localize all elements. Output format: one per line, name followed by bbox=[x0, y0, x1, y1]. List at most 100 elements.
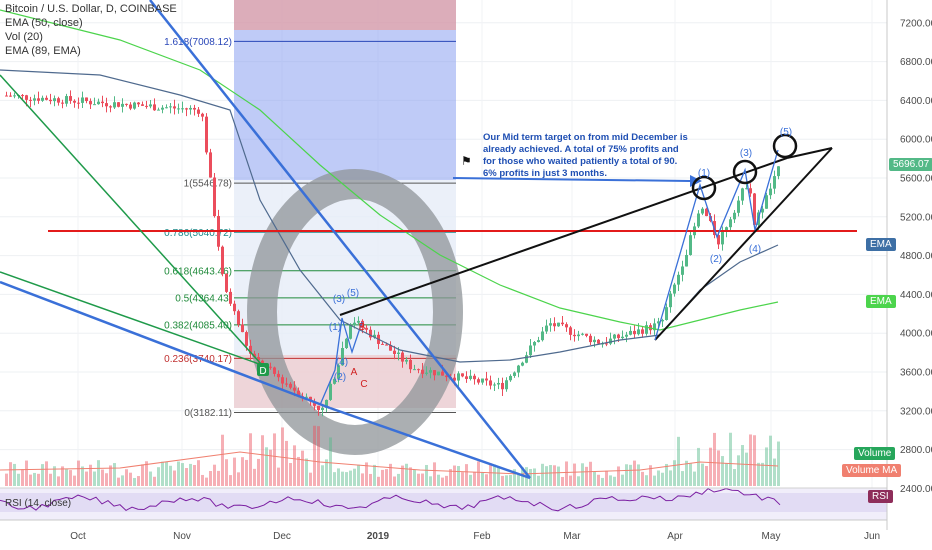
volume-bar bbox=[469, 474, 472, 486]
candle bbox=[209, 152, 212, 178]
volume-bar bbox=[589, 461, 592, 486]
volume-bar bbox=[653, 475, 656, 486]
candle bbox=[273, 367, 276, 374]
volume-bar bbox=[101, 469, 104, 486]
volume-bar bbox=[181, 463, 184, 486]
candle bbox=[401, 352, 404, 362]
y-tick-label: 5600.00 bbox=[900, 174, 932, 185]
volume-bar bbox=[313, 425, 316, 486]
wave-label: (2) bbox=[710, 254, 722, 265]
fib-label: 0.5(4364.43) bbox=[175, 293, 232, 304]
volume-bar bbox=[377, 476, 380, 486]
volume-bar bbox=[429, 476, 432, 486]
candle bbox=[473, 375, 476, 380]
candle bbox=[325, 399, 328, 408]
candle bbox=[749, 188, 752, 194]
volume-bar bbox=[645, 475, 648, 486]
x-tick-label: Nov bbox=[173, 531, 191, 542]
candle bbox=[169, 106, 172, 108]
candle bbox=[269, 366, 272, 368]
volume-bar bbox=[385, 469, 388, 486]
volume-bar bbox=[197, 460, 200, 486]
volume-bar bbox=[729, 432, 732, 486]
candle bbox=[733, 212, 736, 220]
volume-bar bbox=[169, 465, 172, 486]
volume-bar bbox=[485, 474, 488, 486]
ema89-legend[interactable]: EMA (89, EMA) bbox=[5, 45, 81, 57]
volume-bar bbox=[85, 471, 88, 486]
candle bbox=[333, 378, 336, 384]
candle bbox=[593, 339, 596, 343]
candle bbox=[429, 370, 432, 373]
volume-bar bbox=[585, 466, 588, 486]
volume-bar bbox=[617, 466, 620, 486]
candle bbox=[721, 231, 724, 245]
candle bbox=[629, 330, 632, 335]
candle bbox=[233, 303, 236, 312]
volume-bar bbox=[349, 470, 352, 486]
fib-label: 0.786(5040.72) bbox=[164, 228, 232, 239]
candle bbox=[533, 342, 536, 346]
volume-bar bbox=[365, 462, 368, 486]
volume-bar bbox=[697, 447, 700, 486]
ema50-legend[interactable]: EMA (50, close) bbox=[5, 17, 83, 29]
volume-bar bbox=[237, 472, 240, 486]
y-tick-label: 6000.00 bbox=[900, 135, 932, 146]
volume-legend[interactable]: Vol (20) bbox=[5, 31, 43, 43]
wave-label: (5) bbox=[780, 127, 792, 138]
volume-bar bbox=[741, 445, 744, 486]
candle bbox=[105, 103, 108, 107]
volume-bar bbox=[673, 460, 676, 486]
rsi-legend[interactable]: RSI (14, close) bbox=[5, 498, 72, 509]
volume-bar bbox=[173, 470, 176, 486]
candle bbox=[97, 101, 100, 105]
y-tick-label: 2800.00 bbox=[900, 445, 932, 456]
volume-bar bbox=[621, 474, 624, 486]
candle bbox=[477, 379, 480, 383]
candle bbox=[541, 331, 544, 341]
volume-bar bbox=[561, 476, 564, 486]
candle bbox=[505, 380, 508, 390]
candle bbox=[125, 103, 128, 105]
volume-bar bbox=[161, 461, 164, 486]
volume-bar bbox=[773, 458, 776, 486]
volume-bar bbox=[285, 440, 288, 486]
y-tick-label: 7200.00 bbox=[900, 18, 932, 29]
volume-bar bbox=[733, 469, 736, 486]
volume-bar bbox=[765, 447, 768, 486]
volume-bar bbox=[397, 473, 400, 486]
wave-label: (1) bbox=[698, 168, 710, 179]
candle bbox=[381, 343, 384, 345]
candle bbox=[589, 335, 592, 343]
candle bbox=[309, 396, 312, 402]
y-tick-label: 6800.00 bbox=[900, 57, 932, 68]
candle bbox=[345, 338, 348, 349]
candle bbox=[669, 293, 672, 308]
wave-label: (4) bbox=[749, 244, 761, 255]
candle bbox=[173, 106, 176, 109]
candle bbox=[549, 323, 552, 326]
candle bbox=[769, 188, 772, 196]
candle bbox=[89, 101, 92, 105]
volume-bar bbox=[417, 473, 420, 486]
candle bbox=[509, 375, 512, 381]
volume-bar bbox=[241, 457, 244, 486]
candle bbox=[213, 177, 216, 217]
candle bbox=[445, 375, 448, 378]
volume-bar bbox=[281, 427, 284, 486]
candle bbox=[369, 329, 372, 338]
volume-bar bbox=[273, 433, 276, 486]
candle bbox=[453, 377, 456, 381]
y-tick-label: 6400.00 bbox=[900, 96, 932, 107]
candle bbox=[465, 376, 468, 379]
candle bbox=[741, 188, 744, 201]
volume-bar bbox=[225, 459, 228, 486]
candle bbox=[597, 339, 600, 344]
volume-bar bbox=[513, 469, 516, 486]
volume-bar bbox=[373, 464, 376, 486]
volume-bar bbox=[613, 476, 616, 486]
target-arrow bbox=[452, 177, 691, 182]
volume-bar bbox=[209, 470, 212, 486]
wave-path-early bbox=[319, 317, 363, 406]
